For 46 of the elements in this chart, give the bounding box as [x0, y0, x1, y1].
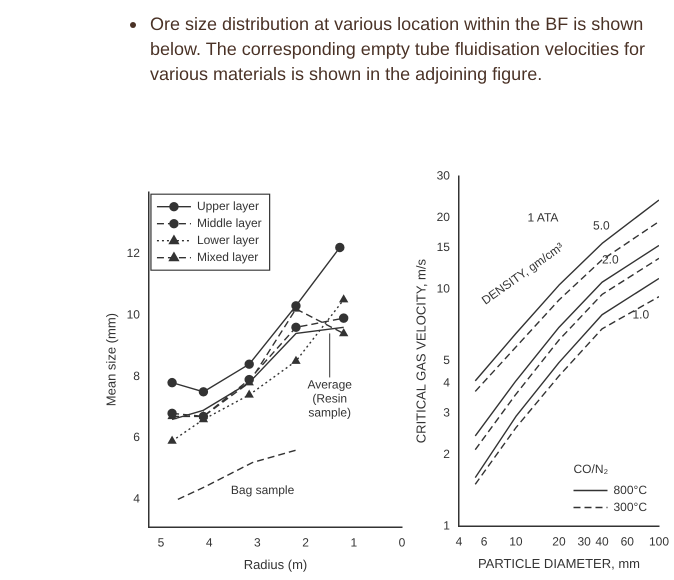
annotation: Average (Resin sample): [307, 378, 352, 420]
y-tick-label: 10: [126, 307, 140, 322]
legend-label: 300°C: [614, 500, 648, 514]
x-tick-label: 30: [577, 534, 592, 549]
legend-title: CO/N₂: [574, 462, 609, 476]
y-tick-label: 3: [443, 405, 450, 420]
annotation: Bag sample: [230, 482, 295, 497]
annotation: 2.0: [602, 252, 620, 266]
y-axis-title: Mean size (mm): [103, 313, 118, 406]
x-tick-label: 1: [350, 536, 358, 550]
y-tick-label: 30: [436, 168, 450, 183]
x-tick-label: 10: [509, 534, 523, 549]
x-tick-label: 6: [480, 534, 488, 549]
x-tick-label: 5: [158, 536, 165, 550]
x-axis-title: Radius (m): [244, 556, 308, 572]
y-tick-label: 8: [133, 368, 140, 383]
legend-label: Lower layer: [196, 233, 259, 248]
x-tick-label: 60: [620, 534, 634, 549]
chart-title: Ore size distribution at various location within the BF is shown below. The corresponding empty tube fluidisation velocities for various materials is shown in the adjoining figure.: [150, 13, 646, 86]
x-tick-label: 2: [302, 536, 310, 550]
y-tick-label: 20: [436, 210, 450, 224]
y-axis-title: CRITICAL GAS VELOCITY, m/s: [413, 258, 428, 444]
legend-label: Mixed layer: [196, 250, 258, 264]
legend-label: Upper layer: [196, 199, 259, 214]
y-tick-label: 4: [133, 492, 140, 506]
annotation: 1 ATA: [528, 210, 558, 224]
y-tick-label: 4: [443, 376, 450, 390]
y-tick-label: 10: [436, 282, 450, 296]
x-tick-label: 100: [648, 534, 670, 549]
x-tick-label: 4: [206, 536, 213, 550]
y-tick-label: 1: [443, 518, 450, 532]
x-tick-label: 20: [552, 534, 566, 549]
y-tick-label: 15: [436, 240, 450, 254]
x-tick-label: 4: [456, 534, 463, 549]
y-tick-label: 6: [133, 430, 140, 444]
legend-label: Middle layer: [196, 216, 262, 230]
x-tick-label: 0: [398, 536, 406, 550]
y-tick-label: 5: [443, 352, 450, 367]
x-axis-title: PARTICLE DIAMETER, mm: [478, 556, 640, 571]
x-tick-label: 40: [595, 534, 610, 549]
x-tick-label: 3: [254, 536, 262, 550]
y-tick-label: 2: [443, 447, 450, 462]
annotation: 5.0: [593, 218, 610, 233]
annotation: 1.0: [632, 308, 650, 322]
legend-label: 800°C: [614, 482, 648, 497]
y-tick-label: 12: [126, 246, 140, 260]
